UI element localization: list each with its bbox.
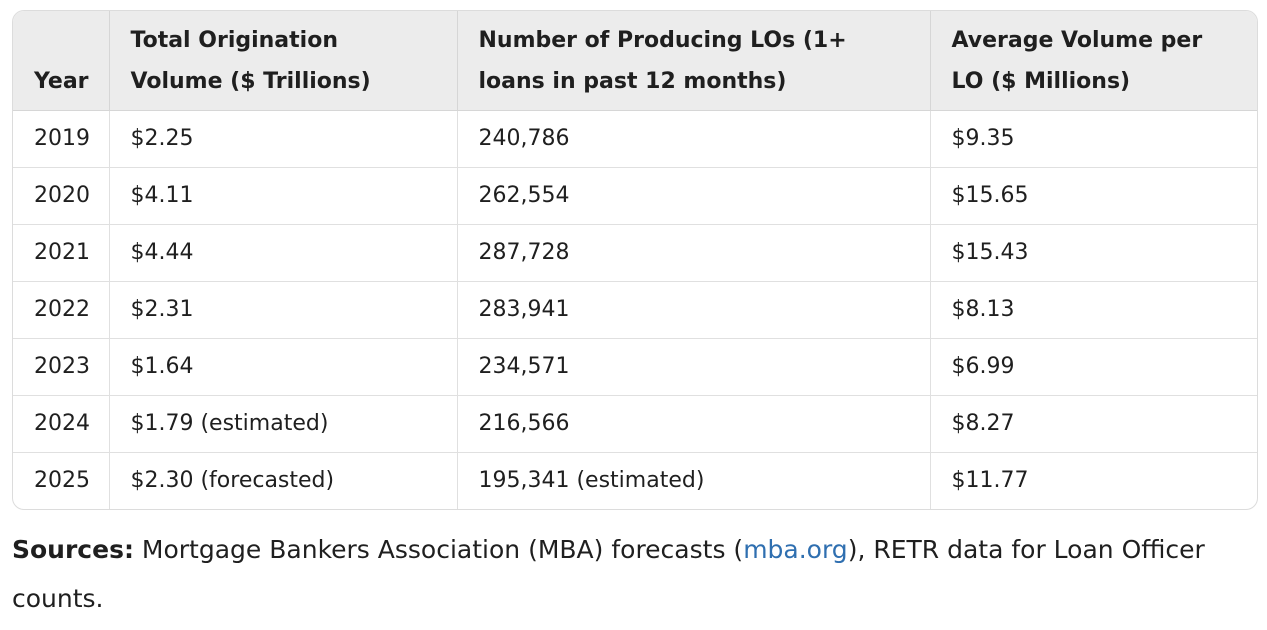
table-row: 2024 $1.79 (estimated) 216,566 $8.27: [13, 395, 1257, 453]
cell-average-volume: $8.27: [930, 395, 1257, 453]
cell-producing-los: 234,571: [457, 338, 931, 396]
sources-text-before: Mortgage Bankers Association (MBA) forec…: [133, 535, 744, 564]
cell-origination-volume: $1.79 (estimated): [109, 395, 458, 453]
cell-origination-volume: $4.11: [109, 167, 458, 225]
header-producing-los: Number of Producing LOs (1+ loans in pas…: [457, 11, 931, 111]
cell-average-volume: $9.35: [930, 110, 1257, 168]
cell-producing-los: 287,728: [457, 224, 931, 282]
cell-average-volume: $6.99: [930, 338, 1257, 396]
table-row: 2019 $2.25 240,786 $9.35: [13, 110, 1257, 168]
header-total-origination-volume: Total Origination Volume ($ Trillions): [109, 11, 458, 111]
sources-note: Sources: Mortgage Bankers Association (M…: [12, 525, 1252, 623]
cell-average-volume: $8.13: [930, 281, 1257, 339]
cell-year: 2025: [13, 452, 110, 509]
cell-origination-volume: $2.31: [109, 281, 458, 339]
cell-average-volume: $15.43: [930, 224, 1257, 282]
table-row: 2023 $1.64 234,571 $6.99: [13, 338, 1257, 396]
cell-year: 2020: [13, 167, 110, 225]
header-row: Year Total Origination Volume ($ Trillio…: [13, 11, 1257, 111]
cell-year: 2024: [13, 395, 110, 453]
cell-origination-volume: $4.44: [109, 224, 458, 282]
table-row: 2020 $4.11 262,554 $15.65: [13, 167, 1257, 225]
header-year: Year: [13, 11, 110, 111]
sources-text-after: ), RETR data for Loan Officer counts.: [12, 535, 1205, 613]
table-body: 2019 $2.25 240,786 $9.35 2020 $4.11 262,…: [13, 110, 1257, 509]
table-row: 2021 $4.44 287,728 $15.43: [13, 224, 1257, 282]
mba-link[interactable]: mba.org: [743, 535, 848, 564]
cell-origination-volume: $1.64: [109, 338, 458, 396]
origination-volume-table: Year Total Origination Volume ($ Trillio…: [13, 11, 1257, 509]
cell-producing-los: 262,554: [457, 167, 931, 225]
sources-label: Sources:: [12, 535, 134, 564]
cell-year: 2021: [13, 224, 110, 282]
cell-average-volume: $11.77: [951, 468, 1029, 494]
data-table-container: Year Total Origination Volume ($ Trillio…: [12, 10, 1258, 510]
cell-producing-los: 216,566: [457, 395, 931, 453]
cell-producing-los: 283,941: [457, 281, 931, 339]
table-row: 2022 $2.31 283,941 $8.13: [13, 281, 1257, 339]
cell-producing-los: 240,786: [457, 110, 931, 168]
header-average-volume-per-lo: Average Volume per LO ($ Millions): [930, 11, 1257, 111]
table-row: 2025 $2.30 (forecasted) 195,341 (estimat…: [13, 452, 1257, 509]
table-header: Year Total Origination Volume ($ Trillio…: [13, 11, 1257, 111]
cell-year: 2023: [13, 338, 110, 396]
cell-origination-volume: $2.30 (forecasted): [109, 452, 458, 509]
cell-year: 2019: [13, 110, 110, 168]
cell-year: 2022: [13, 281, 110, 339]
cell-origination-volume: $2.25: [109, 110, 458, 168]
cell-average-volume: $15.65: [930, 167, 1257, 225]
cell-producing-los: 195,341 (estimated): [457, 452, 931, 509]
